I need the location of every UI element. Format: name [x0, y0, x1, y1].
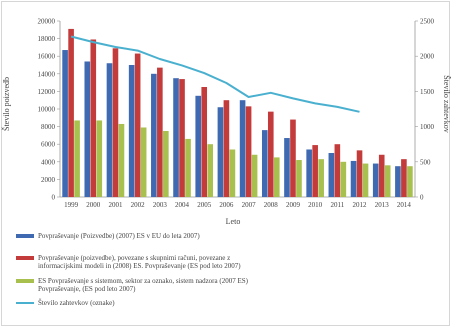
x-tick-label: 2004 [175, 201, 190, 209]
bar [84, 61, 91, 198]
right-axis-ticks: 0 500 1000 1500 2000 2500 [415, 18, 435, 202]
bar [284, 138, 290, 197]
x-tick-label: 2014 [397, 201, 412, 209]
bar [217, 107, 224, 197]
bar [318, 159, 324, 197]
bar [267, 111, 274, 197]
left-tick-label: 14000 [38, 70, 56, 78]
bar [362, 163, 369, 197]
left-tick-label: 2000 [41, 176, 56, 184]
x-tick-label: 2008 [264, 201, 279, 209]
bar [185, 138, 191, 197]
y-axis-title: Število poizvedb [2, 77, 11, 131]
x-tick-label: 2011 [330, 201, 344, 209]
x-tick-label: 2001 [108, 201, 123, 209]
left-tick-label: 6000 [41, 141, 56, 149]
bar [372, 163, 379, 197]
right-tick-label: 1000 [420, 123, 435, 131]
bar [207, 144, 214, 197]
bar [74, 120, 80, 197]
bar [118, 123, 125, 197]
bar [356, 150, 363, 197]
legend-label: Število zahtevkov (oznake) [38, 299, 115, 307]
bar [251, 154, 258, 197]
x-tick-label: 2007 [242, 201, 257, 209]
left-tick-label: 20000 [38, 18, 56, 26]
left-tick-label: 4000 [41, 158, 56, 166]
bar [173, 78, 179, 197]
bar [68, 28, 74, 198]
right-tick-label: 2000 [420, 53, 435, 61]
bar [134, 53, 141, 198]
plot-area [59, 21, 416, 198]
left-tick-label: 12000 [38, 88, 56, 96]
bar [407, 166, 413, 197]
line-series [70, 35, 360, 113]
legend-label: Povpraševanje (Poizvedbe) (2007) ES v EU… [38, 232, 200, 240]
left-tick-label: 8000 [41, 123, 56, 131]
bar [334, 144, 341, 197]
x-tick-label: 2000 [86, 201, 101, 209]
y-axis-right-title: Število zahtevkov [442, 75, 451, 133]
left-tick-label: 10000 [38, 106, 56, 114]
bar [128, 65, 135, 197]
bar [312, 145, 318, 197]
bar [151, 73, 157, 197]
bar [261, 130, 268, 197]
legend-swatch [16, 279, 34, 283]
bar [239, 100, 246, 197]
x-tick-label: 2006 [219, 201, 234, 209]
bar [290, 119, 296, 197]
bar [140, 127, 147, 197]
right-tick-label: 500 [420, 158, 431, 166]
right-tick-label: 1500 [420, 88, 435, 96]
x-axis-title: Leto [226, 217, 241, 226]
left-axis-ticks: 0 2000 4000 6000 8000 10000 12000 14000 16000 180… [38, 18, 60, 202]
x-tick-label: 2010 [308, 201, 323, 209]
bar [296, 160, 302, 197]
bar [378, 154, 385, 197]
x-tick-label: 2005 [197, 201, 212, 209]
left-tick-label: 0 [52, 194, 56, 202]
bar [384, 165, 391, 197]
x-tick-label: 2003 [153, 201, 168, 209]
bar [306, 149, 312, 197]
x-tick-label: 2009 [286, 201, 301, 209]
bar [179, 79, 185, 197]
bar [195, 95, 202, 197]
x-axis-ticks: 1999 2000 2001 2002 2003 2004 2005 2006 2007 2008… [64, 201, 411, 209]
bar [395, 166, 401, 197]
right-tick-label: 0 [420, 194, 424, 202]
bar [96, 120, 103, 197]
bar [245, 106, 252, 197]
legend-label: ES Povpraševanje s sistemom, sektor za o… [38, 277, 249, 293]
bar [229, 149, 236, 197]
bar [62, 50, 68, 197]
legend-swatch [16, 234, 34, 238]
x-tick-label: 1999 [64, 201, 79, 209]
x-tick-label: 2002 [131, 201, 146, 209]
right-tick-label: 2500 [420, 18, 435, 26]
left-tick-label: 16000 [38, 53, 56, 61]
bar [201, 87, 208, 197]
legend-label: Povpraševanje (poizvedbe), povezane s sk… [38, 254, 241, 270]
legend: Povpraševanje (Poizvedbe) (2007) ES v EU… [16, 232, 249, 307]
bar [112, 48, 119, 197]
bar [163, 131, 169, 197]
bar [350, 160, 357, 197]
bar [106, 63, 113, 197]
x-tick-label: 2012 [353, 201, 368, 209]
bar [223, 100, 230, 197]
bar [157, 67, 163, 197]
bar [273, 157, 280, 197]
bar [340, 161, 347, 197]
x-tick-label: 2013 [375, 201, 390, 209]
bar [401, 159, 407, 197]
legend-swatch [16, 256, 34, 260]
left-tick-label: 18000 [38, 35, 56, 43]
bar [90, 39, 97, 198]
bar [328, 153, 335, 197]
